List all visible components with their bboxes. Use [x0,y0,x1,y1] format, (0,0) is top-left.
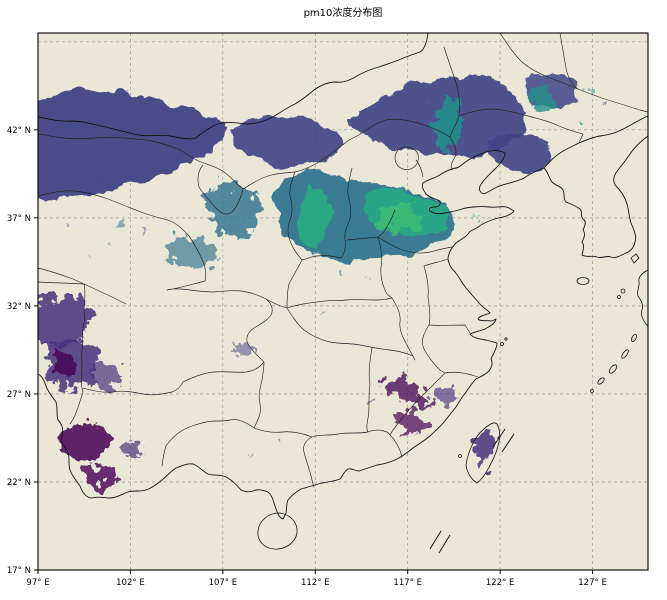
strait-marks-south [429,530,451,554]
ryukyu-island-5 [590,389,594,393]
x-tick-label: 127° E [578,578,607,588]
pm10-speckle [580,118,587,124]
y-tick-label: 17° N [7,566,31,576]
province-borders [38,33,648,488]
chart-title: pm10浓度分布图 [304,6,383,19]
y-tick-label: 27° N [7,390,31,400]
pm10-region-west-sichuan-dark [50,349,77,375]
pm10-region-inner-mongolia-west [38,89,229,201]
pm10-data-layer [38,71,605,489]
plot-frame [37,32,649,571]
pm10-speckle [322,312,327,317]
penghu-island [458,454,462,458]
ryukyu-island-4 [597,377,605,385]
goto-island-1 [620,288,626,294]
korea-coastline [543,135,648,259]
vietnam-laos-myanmar-border [38,373,242,499]
pm10-speckle [280,436,284,440]
pm10-region-taiwan-purple [476,427,495,474]
pm10-region-plain-bright-core [376,203,425,231]
pm10-speckle [118,218,125,225]
pm10-region-liaoning-patch [489,133,552,174]
pm10-region-jilin-teal [529,82,554,116]
pm10-speckle [365,275,369,280]
pm10-region-inner-mongolia-mid [233,115,345,167]
yalu-tumen-border [543,115,648,169]
ryukyu-island-2 [621,349,629,359]
x-tick-label: 102° E [116,578,145,588]
pm10-speckle [94,179,101,186]
pm10-speckle [248,453,253,458]
pm10-speckle [87,254,92,259]
china-coastline [240,150,545,520]
zhoushan-island-1 [500,342,504,346]
pm10-speckle [142,229,148,235]
pm10-speckle [106,240,111,245]
y-tick-label: 37° N [7,214,31,224]
pm10-speckle [368,400,373,405]
ryukyu-island-1 [630,333,638,343]
tsushima-island [630,253,640,264]
pm10-region-yunnan-purple-3 [121,439,144,461]
x-tick-label: 122° E [486,578,515,588]
x-tick-label: 117° E [393,578,422,588]
x-tick-label: 107° E [209,578,238,588]
x-tick-label: 112° E [301,578,330,588]
pm10-region-sichuan-purple-3 [91,360,123,394]
pm10-region-shanxi-green-stripe [298,182,332,252]
strait-marks-east-of-taiwan [492,428,515,453]
pm10-speckle [68,166,74,172]
pm10-region-shaanxi-teal [206,182,264,241]
jeju-island [576,277,590,285]
pm10-region-zhejiang-purple [435,385,462,407]
map-borders [38,33,648,554]
goto-island-2 [617,295,621,299]
pm10-speckle [599,100,605,106]
pm10-region-yunnan-purple-2 [84,462,118,489]
pm10-speckle [475,215,481,221]
pm10-speckle [340,268,346,274]
kyushu-coast-sliver [637,269,648,327]
pm10-region-fujian-purple-1 [381,376,434,412]
axis-ticks-and-labels: 97° E 102° E 107° E 112° E 117° E 122° E 127° … [7,126,607,588]
pm10-region-northeast-teal-streak [433,98,464,153]
y-tick-label: 22° N [7,478,31,488]
pm10-region-gansu-teal-streak [165,233,221,271]
y-tick-label: 32° N [7,302,31,312]
pm10-region-yunnan-purple-1 [60,422,111,463]
mongolia-border [38,33,429,140]
pm10-region-chongqing-dots [232,339,253,357]
hainan-island [257,512,298,550]
taiwan-island [465,422,501,484]
ryukyu-island-3 [608,364,618,374]
pm10-speckle [63,224,69,230]
x-tick-label: 97° E [26,578,49,588]
zhoushan-island-2 [504,337,508,341]
pm10-region-west-sichuan-purple-1 [38,295,92,349]
y-tick-label: 42° N [7,126,31,136]
